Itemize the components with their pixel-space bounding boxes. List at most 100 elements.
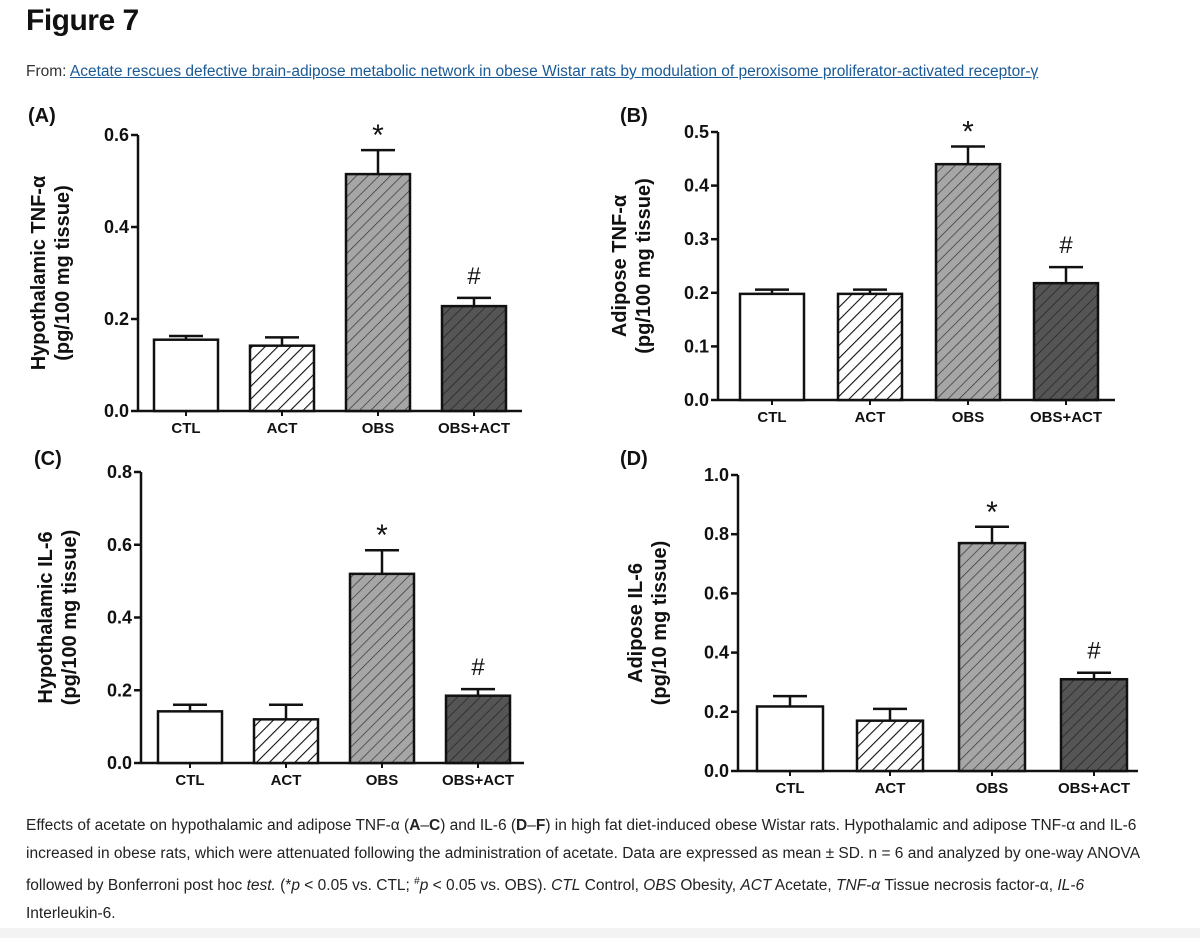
- significance-marker: #: [471, 654, 485, 681]
- y-tick-label: 0.2: [704, 702, 729, 722]
- caption-hash: #: [414, 876, 420, 887]
- panel-label: (B): [620, 105, 648, 127]
- bar-ctl: [738, 292, 806, 402]
- figure-title: Figure 7: [26, 4, 139, 37]
- caption-abbr-tnf: TNF-α: [836, 877, 881, 895]
- bar-act: [855, 719, 925, 773]
- significance-marker: #: [467, 263, 481, 290]
- x-tick-label: ACT: [875, 780, 906, 797]
- y-axis-title: Hypothalamic IL-6 (pg/100 mg tissue): [35, 530, 81, 706]
- bar-obs: [344, 172, 412, 413]
- bar-act: [248, 344, 316, 413]
- y-axis-title-line2: (pg/100 mg tissue): [59, 530, 81, 706]
- footer-bar: [0, 928, 1200, 938]
- y-axis-title-line2: (pg/100 mg tissue): [52, 185, 74, 361]
- caption-text: Acetate,: [771, 877, 836, 895]
- caption-abbr-act: ACT: [740, 877, 772, 895]
- x-tick-label: OBS+ACT: [442, 772, 514, 789]
- caption-test: test.: [246, 877, 276, 895]
- caption-text: Control,: [580, 877, 644, 895]
- y-tick-label: 0.0: [704, 761, 729, 781]
- figure-caption: Effects of acetate on hypothalamic and a…: [26, 812, 1156, 928]
- y-tick-label: 0.2: [684, 283, 709, 303]
- bar-obs: [957, 541, 1027, 773]
- y-tick-label: 0.6: [704, 583, 729, 603]
- x-tick-label: CTL: [171, 420, 200, 437]
- y-axis-title-line2: (pg/10 mg tissue): [649, 541, 671, 705]
- y-axis-title-line1: Adipose IL-6: [625, 563, 647, 683]
- chart-panel-a: (A) Hypothalamic TNF-α (pg/100 mg tissue) 0…: [28, 105, 522, 437]
- x-tick-label: OBS: [952, 409, 985, 426]
- x-tick-label: CTL: [757, 409, 786, 426]
- y-axis-title-line1: Hypothalamic IL-6: [35, 531, 57, 703]
- caption-text: Obesity,: [676, 877, 741, 895]
- significance-marker: #: [1087, 638, 1101, 665]
- y-tick-label: 0.0: [104, 401, 129, 421]
- x-tick-label: OBS: [366, 772, 399, 789]
- y-tick-label: 0.4: [104, 217, 129, 237]
- figure-charts: (A)Hypothalamic TNF-α (pg/100 mg tissue)0…: [28, 105, 1138, 797]
- caption-text: Effects of acetate on hypothalamic and a…: [26, 817, 410, 834]
- chart-panel-b: (B) Adipose TNF-α (pg/100 mg tissue) 0.0 0.1…: [609, 105, 1115, 426]
- y-axis-title-line1: Hypothalamic TNF-α: [28, 175, 50, 370]
- significance-marker: *: [962, 115, 974, 148]
- x-tick-label: CTL: [775, 780, 804, 797]
- x-tick-label: OBS+ACT: [1058, 780, 1130, 797]
- significance-marker: #: [1059, 232, 1073, 259]
- significance-marker: *: [986, 496, 998, 529]
- y-tick-label: 1.0: [704, 465, 729, 485]
- caption-dash: –: [420, 817, 430, 834]
- x-tick-label: ACT: [267, 420, 298, 437]
- x-tick-label: OBS: [362, 420, 395, 437]
- x-tick-label: OBS+ACT: [438, 420, 510, 437]
- bar-obs-act: [1059, 677, 1129, 773]
- caption-text: ) in high fat diet-induced obese Wistar …: [26, 817, 1140, 895]
- caption-text: < 0.05 vs. OBS).: [428, 877, 552, 895]
- bar-obs-act: [440, 304, 508, 413]
- y-tick-label: 0.1: [684, 336, 709, 356]
- panel-label: (A): [28, 105, 56, 127]
- source-line: From: Acetate rescues defective brain-ad…: [26, 63, 1038, 81]
- bar-act: [252, 718, 320, 765]
- bar-ctl: [755, 705, 825, 773]
- x-tick-label: OBS: [976, 780, 1009, 797]
- bar-obs-act: [444, 694, 512, 765]
- caption-text: Tissue necrosis factor-α,: [880, 877, 1058, 895]
- bar-obs: [348, 572, 416, 765]
- y-tick-label: 0.2: [104, 309, 129, 329]
- caption-p: p: [291, 877, 300, 895]
- y-tick-label: 0.4: [107, 608, 132, 628]
- y-tick-label: 0.5: [684, 122, 709, 142]
- x-tick-label: OBS+ACT: [1030, 409, 1102, 426]
- caption-abbr-obs: OBS: [643, 877, 677, 895]
- bar-ctl: [156, 710, 224, 765]
- y-tick-label: 0.8: [107, 462, 132, 482]
- y-axis-title: Adipose TNF-α (pg/100 mg tissue): [609, 178, 655, 354]
- caption-panel-c: C: [429, 817, 441, 834]
- x-tick-label: CTL: [175, 772, 204, 789]
- x-tick-label: ACT: [271, 772, 302, 789]
- chart-panel-d: (D) Adipose IL-6 (pg/10 mg tissue) 0.0 0.2 0.…: [620, 448, 1138, 797]
- panel-label: (D): [620, 448, 648, 470]
- panel-label: (C): [34, 448, 62, 470]
- caption-panel-a: A: [409, 817, 421, 834]
- bar-obs-act: [1032, 281, 1100, 402]
- article-link[interactable]: Acetate rescues defective brain-adipose …: [69, 63, 1039, 80]
- y-axis-title: Adipose IL-6 (pg/10 mg tissue): [625, 541, 671, 705]
- caption-dash: –: [527, 817, 536, 834]
- y-tick-label: 0.6: [104, 125, 129, 145]
- y-tick-label: 0.2: [107, 680, 132, 700]
- y-tick-label: 0.0: [684, 390, 709, 410]
- bar-ctl: [152, 338, 220, 413]
- caption-text: ) and IL-6 (: [440, 817, 517, 834]
- bar-act: [836, 292, 904, 402]
- from-label: From:: [26, 63, 67, 80]
- caption-text: Interleukin-6.: [26, 905, 116, 923]
- y-axis-title-line2: (pg/100 mg tissue): [633, 178, 655, 354]
- caption-panel-f: F: [535, 817, 546, 834]
- chart-panel-c: (C) Hypothalamic IL-6 (pg/100 mg tissue) 0.…: [34, 448, 524, 789]
- y-tick-label: 0.8: [704, 524, 729, 544]
- caption-abbr-il6: IL-6: [1057, 877, 1085, 895]
- x-tick-label: ACT: [855, 409, 886, 426]
- significance-marker: *: [372, 119, 384, 152]
